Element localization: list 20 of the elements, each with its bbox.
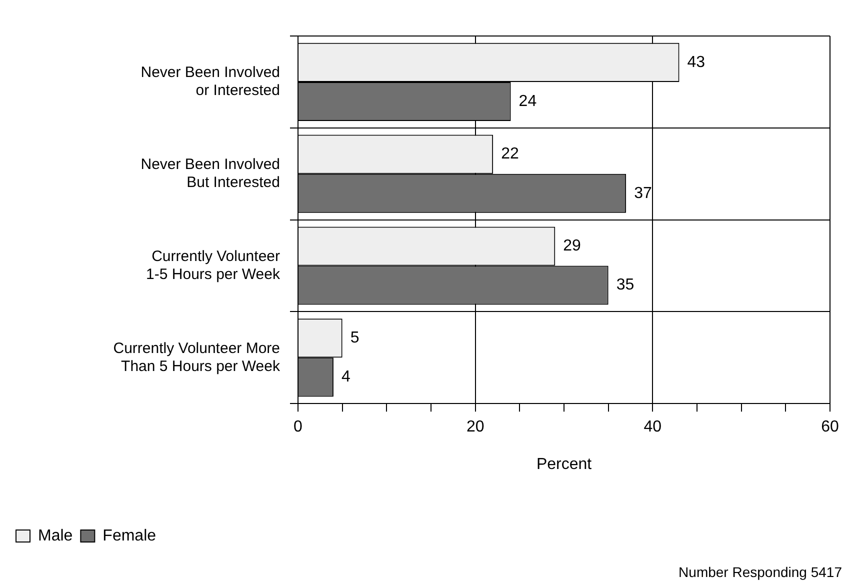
- data-label: 24: [518, 92, 537, 110]
- data-label: 22: [501, 146, 519, 163]
- x-axis-title: Percent: [536, 456, 592, 473]
- data-label: 43: [687, 54, 706, 71]
- y-tick-label: Never Been Involved or Interested: [140, 64, 280, 100]
- x-tick-label: 60: [821, 418, 839, 436]
- legend-label: Male: [38, 527, 73, 544]
- data-label: 4: [341, 368, 350, 386]
- data-label: 35: [616, 276, 634, 294]
- text: Number Responding 5417: [678, 564, 842, 580]
- y-tick-label: Currently Volunteer More Than 5 Hours per Week: [113, 340, 280, 375]
- x-tick-label: 20: [466, 418, 484, 436]
- x-tick-label: 0: [294, 418, 303, 436]
- x-tick-label: 40: [644, 418, 662, 436]
- data-label: 29: [563, 238, 582, 255]
- y-tick-label: Currently Volunteer 1-5 Hours per Week: [146, 248, 280, 283]
- data-label: 5: [350, 330, 360, 347]
- legend-label: Female: [102, 527, 156, 544]
- y-tick-label: Never Been Involved But Interested: [140, 156, 280, 191]
- data-label: 37: [634, 184, 652, 202]
